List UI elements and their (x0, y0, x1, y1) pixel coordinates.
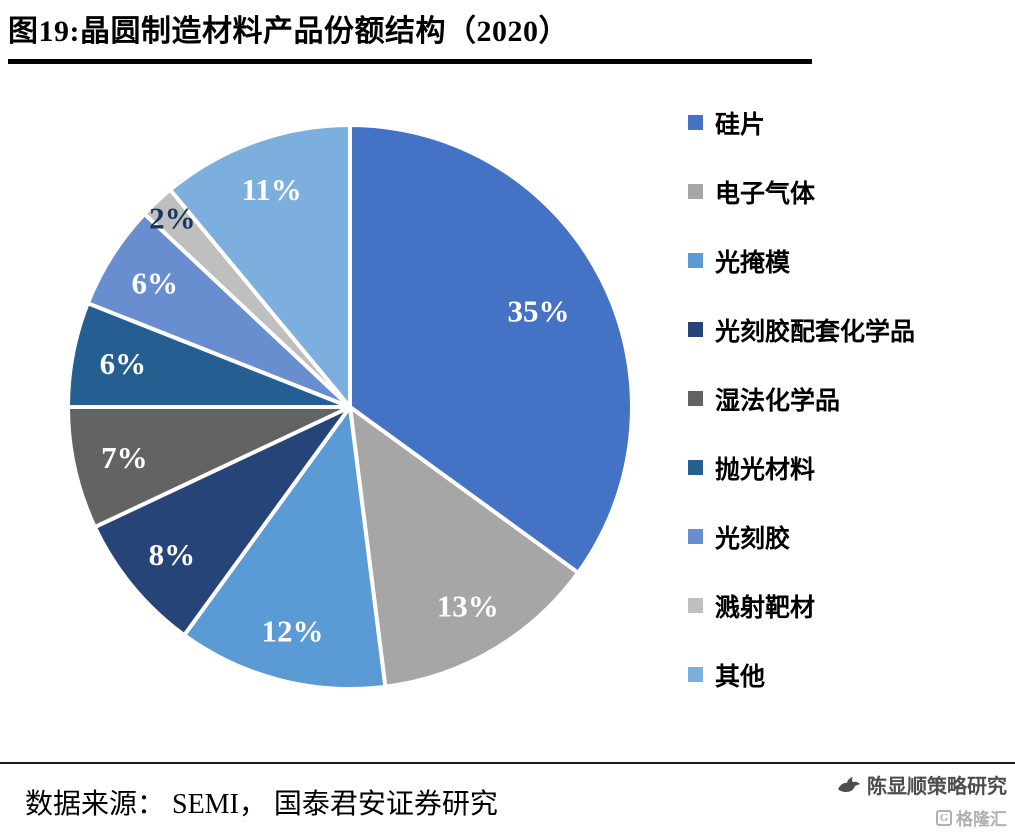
slice-percent-label: 6% (132, 266, 179, 301)
watermark-row: G 格隆汇 (837, 805, 1007, 830)
watermark-text: 格隆汇 (956, 810, 1007, 829)
legend-item-3: 光掩模 (688, 226, 1013, 295)
pie-slice-3 (182, 405, 388, 691)
account-name: 陈显顺策略研究 (867, 776, 1007, 798)
watermark-logo-icon: G (936, 809, 952, 826)
legend-swatch (688, 115, 703, 130)
legend-label: 溅射靶材 (715, 594, 816, 622)
legend-label: 电子气体 (715, 180, 816, 208)
legend-item-6: 抛光材料 (688, 433, 1013, 502)
slice-percent-label: 8% (149, 537, 196, 572)
pie-slice-9 (168, 123, 352, 409)
footer-divider (0, 762, 1015, 764)
slice-percent-label: 12% (261, 613, 323, 648)
legend-label: 光掩模 (715, 249, 791, 277)
legend-swatch (688, 460, 703, 475)
legend-label: 光刻胶 (715, 525, 791, 553)
legend-label: 光刻胶配套化学品 (715, 318, 916, 346)
legend-item-1: 硅片 (688, 88, 1013, 157)
legend-swatch (688, 391, 703, 406)
legend-item-4: 光刻胶配套化学品 (688, 295, 1013, 364)
slice-percent-label: 2% (149, 200, 196, 235)
pie-slice-1 (348, 123, 634, 575)
legend-label: 其他 (715, 663, 766, 691)
legend-swatch (688, 184, 703, 199)
slice-percent-label: 13% (437, 589, 499, 624)
footer-branding: 陈显顺策略研究 G 格隆汇 (837, 770, 1007, 830)
chart-legend: 硅片电子气体光掩模光刻胶配套化学品 湿法化学品抛光材料光刻胶溅射靶材其他 (688, 88, 1013, 709)
legend-swatch (688, 529, 703, 544)
pie-slice-4 (92, 405, 352, 638)
pie-chart: 35% 13% 12% 8% 7% 6% 6% 2% 11% (66, 123, 634, 691)
slice-percent-label: 35% (507, 293, 569, 328)
legend-item-2: 电子气体 (688, 157, 1013, 226)
legend-label: 湿法化学品 (715, 387, 841, 415)
legend-swatch (688, 598, 703, 613)
slice-percent-label: 6% (100, 346, 147, 381)
slice-percent-label: 7% (101, 440, 148, 475)
pie-slice-2 (348, 405, 581, 689)
legend-item-8: 溅射靶材 (688, 571, 1013, 640)
legend-label: 硅片 (715, 111, 766, 139)
data-source-note: 数据来源： SEMI， 国泰君安证券研究 (25, 789, 498, 820)
figure-title: 图19:晶圆制造材料产品份额结构（2020） (8, 15, 569, 48)
slice-percent-label: 11% (242, 172, 302, 207)
legend-swatch (688, 667, 703, 682)
legend-swatch (688, 253, 703, 268)
pie-slice-5 (66, 405, 352, 530)
legend-item-9: 其他 (688, 640, 1013, 709)
legend-item-7: 光刻胶 (688, 502, 1013, 571)
account-row: 陈显顺策略研究 (837, 770, 1007, 799)
legend-item-5: 湿法化学品 (688, 364, 1013, 433)
dove-icon (838, 776, 860, 792)
legend-swatch (688, 322, 703, 337)
figure-title-block: 图19:晶圆制造材料产品份额结构（2020） (8, 6, 812, 64)
legend-label: 抛光材料 (715, 456, 816, 484)
